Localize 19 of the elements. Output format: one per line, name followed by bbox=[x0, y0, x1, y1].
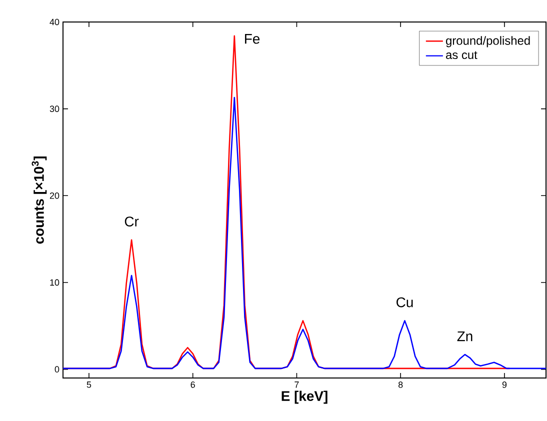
y-tick-label: 20 bbox=[50, 192, 60, 199]
annotation: Cu bbox=[396, 297, 413, 308]
y-tick-label: 10 bbox=[50, 279, 60, 286]
x-tick-label: 6 bbox=[190, 382, 195, 388]
x-tick-label: 5 bbox=[86, 382, 92, 388]
x-axis-title: E [keV] bbox=[282, 390, 328, 404]
x-tick-label: 7 bbox=[294, 382, 299, 388]
annotation: Zn bbox=[457, 331, 472, 342]
legend-label: as cut bbox=[446, 51, 478, 60]
y-tick-label: 0 bbox=[54, 366, 60, 372]
y-axis-title: counts [×10$^{3}$] bbox=[32, 156, 47, 244]
annotation: Cr bbox=[124, 216, 139, 226]
annotation: Fe bbox=[245, 34, 260, 44]
y-tick-label: 30 bbox=[50, 106, 60, 112]
y-tick-label: 40 bbox=[50, 18, 60, 26]
line-series bbox=[63, 96, 546, 370]
x-tick-label: 9 bbox=[502, 382, 507, 388]
x-tick-label: 8 bbox=[398, 382, 403, 388]
legend-label: ground/polished bbox=[446, 36, 530, 48]
